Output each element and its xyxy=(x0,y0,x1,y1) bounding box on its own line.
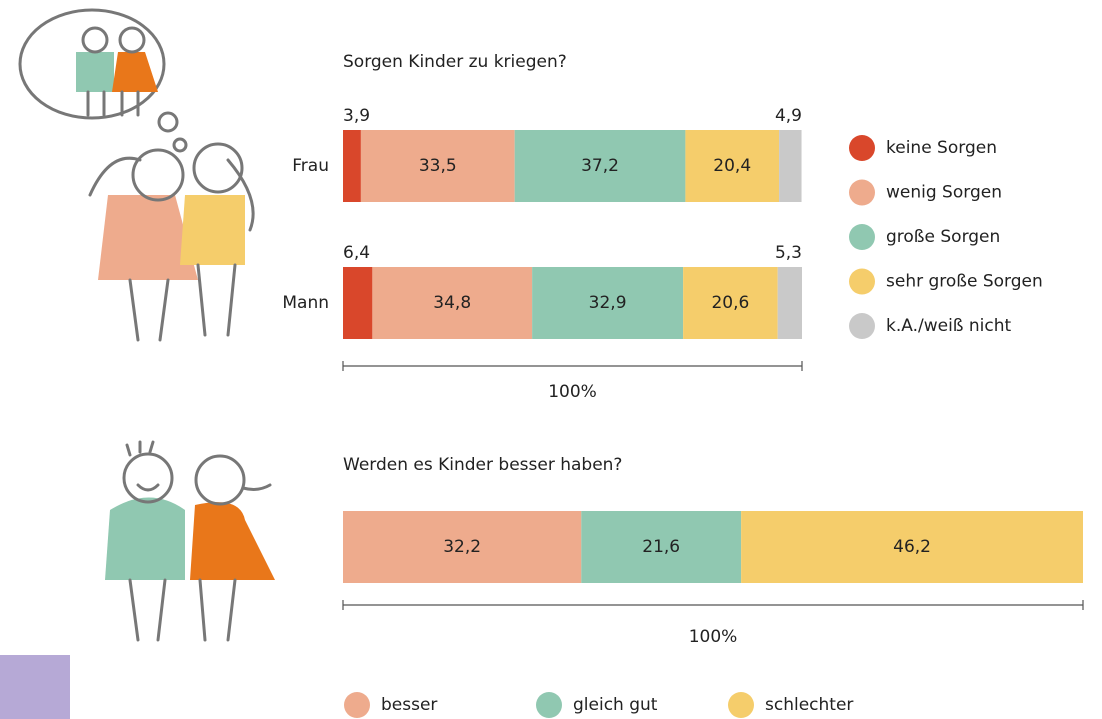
value-label: 33,5 xyxy=(419,156,457,176)
decor-square xyxy=(0,655,70,719)
legend-label: gleich gut xyxy=(573,695,658,715)
legend-label: k.A./weiß nicht xyxy=(886,316,1012,336)
legend-swatch xyxy=(536,692,562,718)
legend-label: wenig Sorgen xyxy=(886,183,1002,203)
bar-segment xyxy=(581,511,742,583)
value-label: 4,9 xyxy=(775,106,802,126)
scale-label: 100% xyxy=(689,627,738,647)
scale-bracket xyxy=(342,600,1084,610)
bar-segment xyxy=(514,130,686,202)
legend-swatch xyxy=(344,692,370,718)
legend-label: keine Sorgen xyxy=(886,138,997,158)
scale-bracket xyxy=(342,361,803,371)
legend-swatch xyxy=(728,692,754,718)
value-label: 37,2 xyxy=(581,156,619,176)
legend-swatch xyxy=(849,268,875,295)
legend-swatch xyxy=(849,313,875,339)
value-label: 32,2 xyxy=(443,537,481,557)
illustration-couple xyxy=(105,440,275,642)
value-label: 5,3 xyxy=(775,243,802,263)
bar-segment xyxy=(372,267,533,339)
value-label: 20,4 xyxy=(713,156,751,176)
value-label: 21,6 xyxy=(642,537,680,557)
bar-segment xyxy=(343,267,373,339)
legend-label: schlechter xyxy=(765,695,853,715)
chart-title: Werden es Kinder besser haben? xyxy=(343,455,622,475)
legend-label: große Sorgen xyxy=(886,227,1000,247)
category-label: Mann xyxy=(282,293,329,313)
value-label: 34,8 xyxy=(433,293,471,313)
value-label: 3,9 xyxy=(343,106,370,126)
bar-segment xyxy=(343,130,361,202)
bar-segment xyxy=(741,511,1083,583)
bar-segment xyxy=(343,511,582,583)
chart-title: Sorgen Kinder zu kriegen? xyxy=(343,52,567,72)
scale-label: 100% xyxy=(548,382,597,402)
legend-swatch xyxy=(849,179,875,206)
bar-segment xyxy=(532,267,684,339)
illustration-thinking-couple xyxy=(18,8,255,342)
bar-segment xyxy=(779,130,802,202)
legend-swatch xyxy=(849,135,875,161)
category-label: Frau xyxy=(292,156,329,176)
value-label: 46,2 xyxy=(893,537,931,557)
legend-label: sehr große Sorgen xyxy=(886,272,1043,292)
bar-segment xyxy=(777,267,802,339)
value-label: 20,6 xyxy=(711,293,749,313)
value-label: 32,9 xyxy=(589,293,627,313)
legend-label: besser xyxy=(381,695,437,715)
legend-swatch xyxy=(849,224,875,250)
bar-segment xyxy=(360,130,515,202)
value-label: 6,4 xyxy=(343,243,370,263)
bar-segment xyxy=(685,130,780,202)
bar-segment xyxy=(683,267,778,339)
